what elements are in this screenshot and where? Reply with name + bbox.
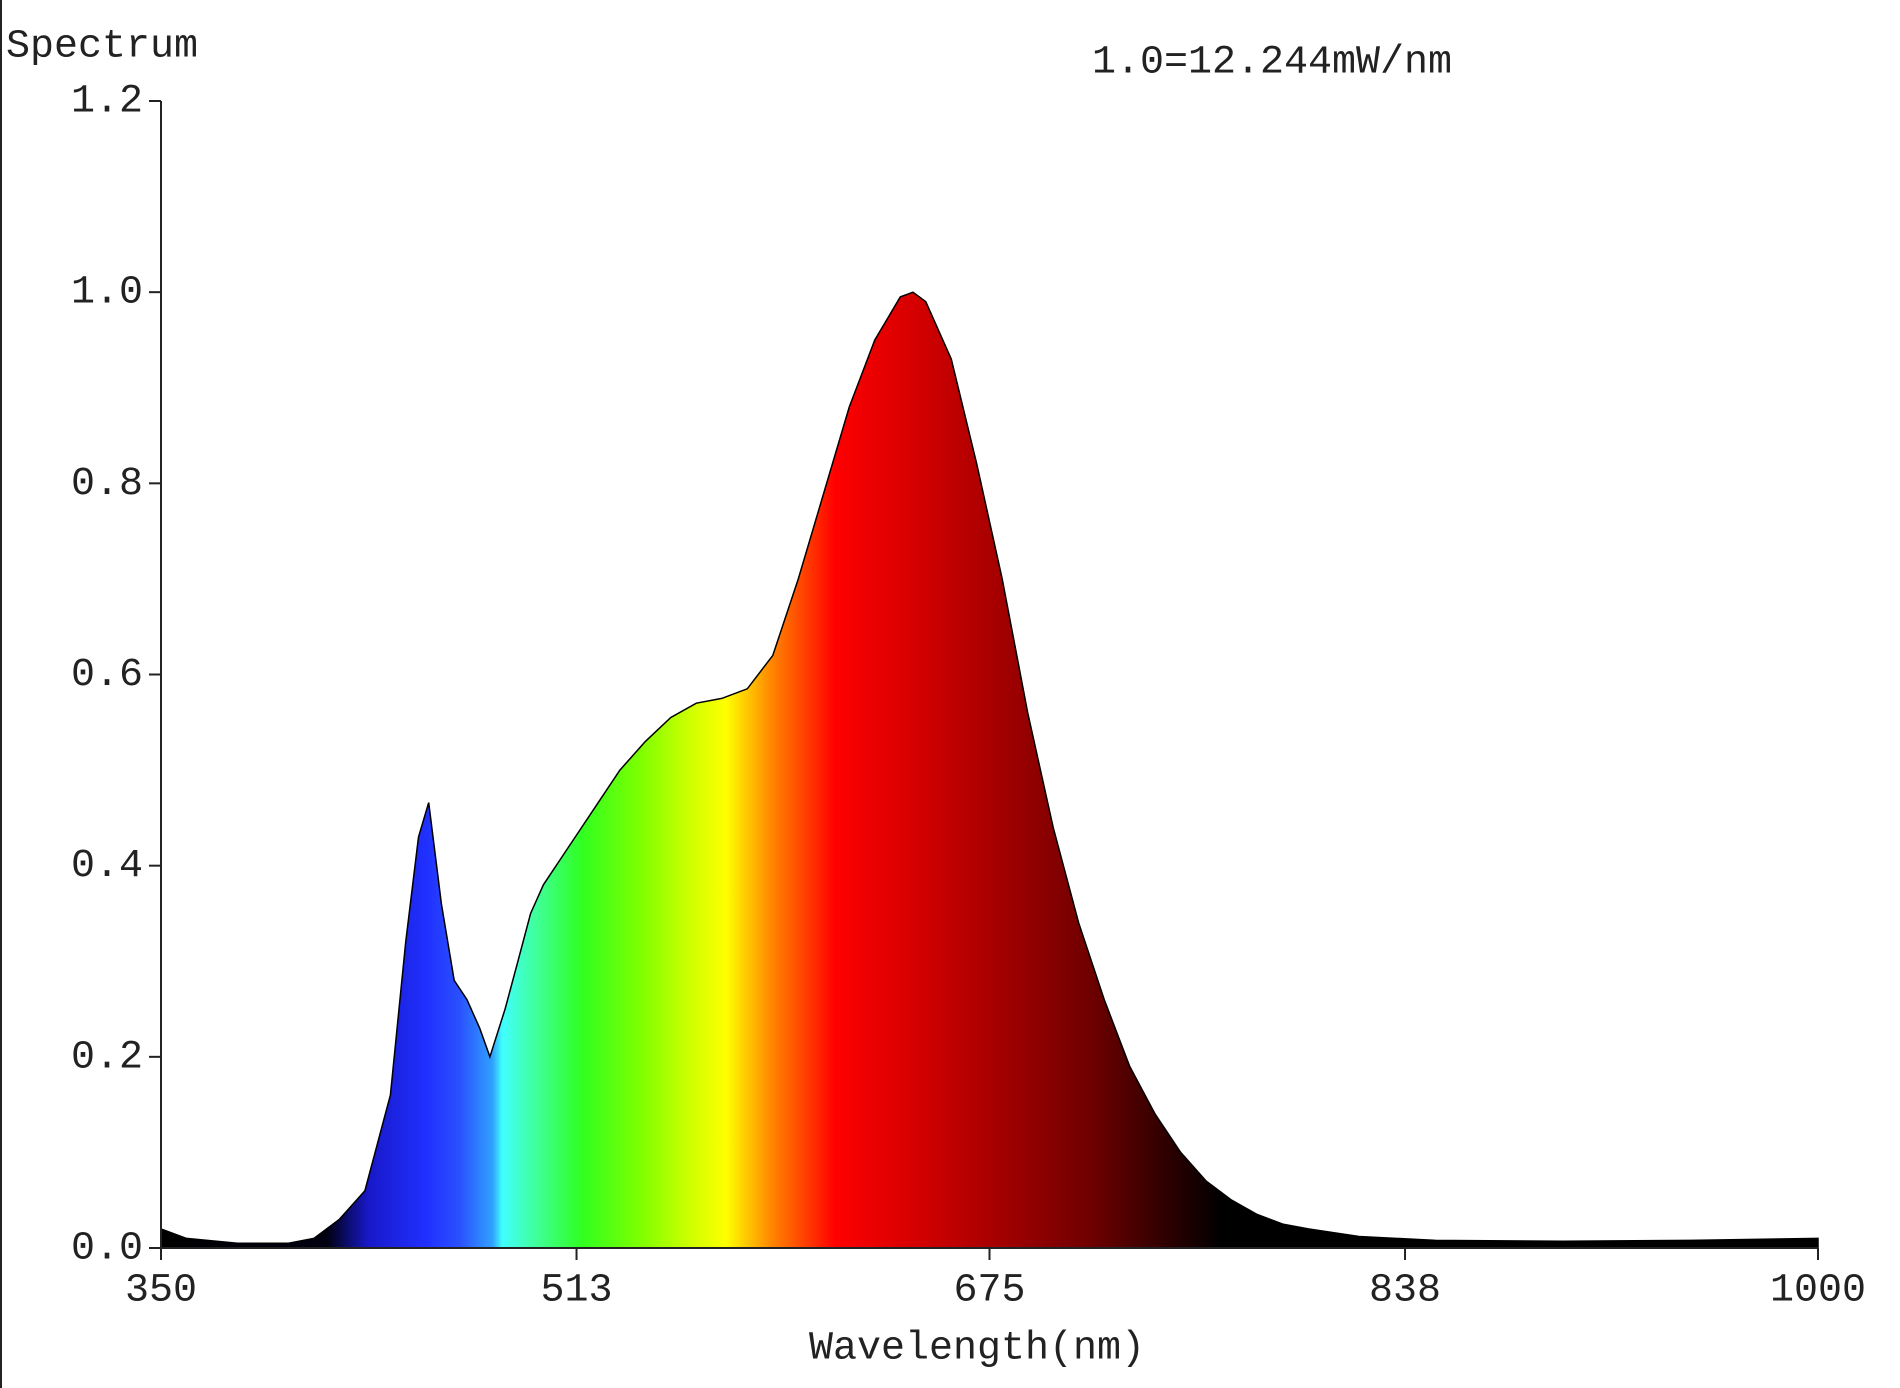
annotation: 1.0=12.244mW/nm: [1092, 41, 1452, 86]
y-tick-label: 1.2: [71, 80, 143, 125]
x-tick-label: 513: [541, 1269, 613, 1314]
y-tick-label: 0.8: [71, 462, 143, 507]
spectrum-area: [160, 291, 1819, 1249]
y-tick-label: 1.0: [71, 271, 143, 316]
x-tick-label: 675: [953, 1269, 1025, 1314]
x-tick-label: 1000: [1770, 1269, 1866, 1314]
x-tick-label: 838: [1369, 1269, 1441, 1314]
y-tick-label: 0.0: [71, 1227, 143, 1272]
y-tick-label: 0.2: [71, 1035, 143, 1080]
chart-title: Spectrum: [6, 25, 198, 70]
y-tick-label: 0.4: [71, 844, 143, 889]
y-tick-label: 0.6: [71, 653, 143, 698]
x-tick-label: 350: [125, 1269, 197, 1314]
x-axis-label: Wavelength(nm): [809, 1327, 1145, 1372]
